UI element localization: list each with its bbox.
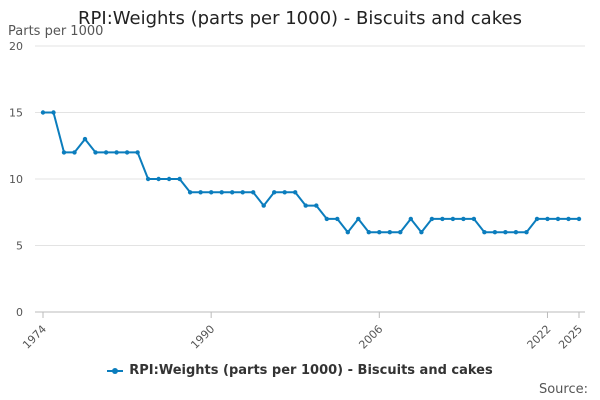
- data-point: [93, 150, 98, 155]
- data-point: [282, 190, 287, 195]
- y-tick-label: 15: [9, 107, 23, 120]
- data-point: [230, 190, 235, 195]
- data-point: [503, 230, 508, 235]
- y-tick-label: 10: [9, 173, 23, 186]
- legend-label: RPI:Weights (parts per 1000) - Biscuits …: [129, 363, 493, 378]
- x-tick-label: 2025: [556, 323, 585, 352]
- data-point: [251, 190, 256, 195]
- data-point: [72, 150, 77, 155]
- data-point: [156, 176, 161, 182]
- data-point: [576, 216, 582, 222]
- data-point: [209, 190, 214, 195]
- data-point: [135, 150, 140, 155]
- data-point: [61, 150, 67, 155]
- data-point: [408, 216, 413, 222]
- data-point: [82, 136, 88, 142]
- data-point: [177, 176, 182, 182]
- data-point: [324, 216, 329, 222]
- data-point: [272, 190, 277, 195]
- legend-swatch: [107, 367, 124, 374]
- x-tick-label: 1990: [188, 323, 217, 352]
- data-point: [534, 216, 540, 222]
- data-point: [219, 190, 224, 195]
- data-point: [545, 216, 550, 222]
- data-point: [145, 176, 151, 182]
- data-point: [450, 216, 456, 222]
- data-point: [114, 150, 119, 155]
- y-tick-label: 5: [16, 240, 23, 253]
- x-tick-label: 2022: [525, 323, 554, 352]
- data-point: [387, 230, 392, 235]
- data-point: [166, 176, 172, 182]
- x-tick-label: 1974: [20, 323, 49, 352]
- data-point: [314, 203, 319, 208]
- data-point: [366, 230, 371, 235]
- x-tick-label: 2006: [356, 323, 385, 352]
- source-label: Source:: [538, 382, 588, 397]
- data-point: [198, 190, 203, 195]
- y-tick-label: 0: [16, 306, 23, 319]
- data-point: [51, 110, 56, 115]
- data-point: [429, 216, 435, 222]
- data-point: [40, 110, 46, 115]
- data-point: [356, 216, 361, 222]
- data-point: [398, 230, 403, 235]
- data-point: [377, 230, 382, 235]
- data-point: [461, 216, 466, 222]
- data-point: [124, 150, 130, 155]
- data-point: [482, 230, 487, 235]
- data-point: [471, 216, 477, 222]
- data-point: [303, 203, 308, 208]
- y-axis-label: Parts per 1000: [8, 24, 104, 39]
- data-point: [492, 230, 498, 235]
- legend[interactable]: RPI:Weights (parts per 1000) - Biscuits …: [0, 363, 600, 378]
- data-point: [240, 190, 245, 195]
- series-line: [43, 111, 579, 234]
- data-point: [440, 216, 445, 222]
- data-point: [103, 150, 109, 155]
- data-point: [261, 203, 266, 208]
- data-point: [555, 216, 561, 222]
- data-point: [513, 230, 519, 235]
- y-tick-label: 20: [9, 40, 23, 53]
- data-point: [524, 230, 529, 235]
- data-point: [345, 230, 350, 235]
- data-point: [187, 190, 193, 195]
- data-point: [293, 190, 298, 195]
- data-point: [335, 216, 340, 222]
- chart-title: RPI:Weights (parts per 1000) - Biscuits …: [78, 8, 522, 29]
- data-point: [566, 216, 571, 222]
- data-point: [419, 230, 424, 235]
